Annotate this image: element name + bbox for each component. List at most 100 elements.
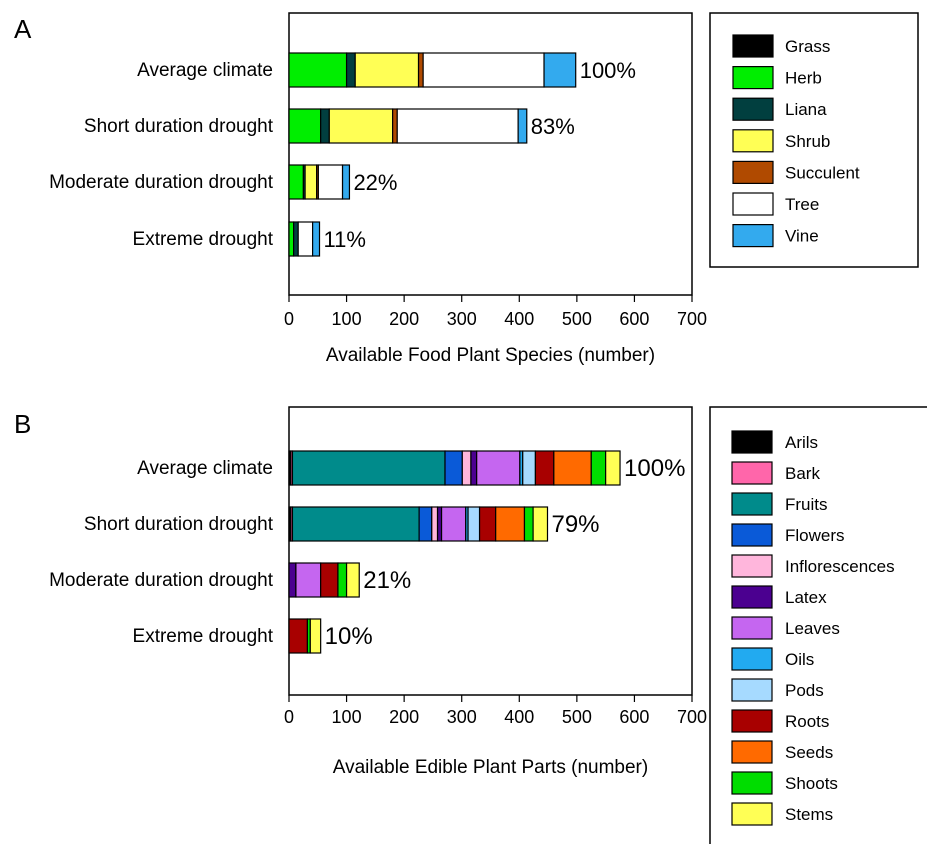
legend-label: Fruits [785,495,828,514]
legend-swatch [731,523,773,547]
bar-segment [396,108,519,144]
legend-swatch [731,678,773,702]
legend-label: Tree [785,195,819,214]
x-tick-label: 100 [332,309,362,329]
legend-swatch [732,34,774,58]
panel-b: B Average climate 100% Short duration droug… [14,406,927,844]
x-tick-label: 400 [504,707,534,727]
x-tick-label: 200 [389,309,419,329]
bar-segment [553,450,592,486]
bar-segment [291,450,446,486]
x-tick-label: 200 [389,707,419,727]
bar-segment [436,506,443,542]
bar-group [288,618,322,654]
bar-segment [467,506,481,542]
legend-label: Roots [785,712,829,731]
bar-segment [543,52,577,88]
plot-frame-a [288,12,693,296]
bar-segment [312,221,321,257]
x-tick-label: 700 [677,707,707,727]
legend-swatch [731,430,773,454]
bar-group [288,52,577,88]
bar-segment [304,164,318,200]
bar-segment [470,450,478,486]
legend-swatch [731,492,773,516]
bar-segment [354,52,420,88]
bar-segment [288,108,322,144]
bar-segment [392,108,398,144]
bar-segment [320,562,339,598]
bar-group [288,506,549,542]
legend-label: Arils [785,433,818,452]
bar-group [288,221,321,257]
category-label: Average climate [137,458,273,479]
legend-label: Shoots [785,774,838,793]
legend-swatch [731,709,773,733]
bar-segment [309,618,322,654]
percent-label: 22% [353,170,397,195]
bar-segment [320,108,330,144]
legend-swatch [731,802,773,826]
bar-segment [517,108,528,144]
bar-group [288,562,360,598]
x-tick-label: 500 [562,309,592,329]
bar-segment [417,52,424,88]
x-axis-title: Available Edible Plant Parts (number) [333,757,648,778]
bar-segment [461,450,472,486]
x-tick-label: 0 [284,309,294,329]
category-label: Moderate duration drought [49,172,274,193]
bar-segment [337,562,348,598]
bar-group [288,108,528,144]
legend-swatch [732,97,774,121]
legend-swatch [731,616,773,640]
bar-segment [590,450,607,486]
percent-label: 83% [531,114,575,139]
legend-label: Latex [785,588,827,607]
bar-segment [522,450,537,486]
legend-b: Arils Bark Fruits Flowers Inflorescences Late… [709,406,927,844]
category-label: Short duration drought [84,116,274,137]
bar-segment [295,562,322,598]
legend-label: Grass [785,37,830,56]
bar-segment [605,450,621,486]
x-tick-label: 300 [447,707,477,727]
bar-segment [444,450,463,486]
bar-segment [495,506,526,542]
bar-segment [431,506,439,542]
category-label: Average climate [137,60,273,81]
x-tick-label: 300 [447,309,477,329]
legend-swatch [731,461,773,485]
bar-segment [288,52,348,88]
legend-label: Herb [785,69,822,88]
legend-label: Liana [785,100,827,119]
percent-label: 100% [624,455,685,482]
bar-segment [341,164,351,200]
panel-letter-a: A [14,14,32,44]
legend-swatch [732,192,774,216]
plot-frame-b [288,406,693,696]
legend-swatch [732,160,774,184]
x-tick-label: 400 [504,309,534,329]
x-tick-label: 600 [619,707,649,727]
bar-segment [291,506,420,542]
legend-a: Grass Herb Liana Shrub Succulent Tree Vine [709,12,919,268]
bar-segment [422,52,545,88]
legend-label: Seeds [785,743,833,762]
legend-swatch [731,771,773,795]
category-label: Short duration drought [84,514,274,535]
bar-group [288,164,351,200]
legend-label: Bark [785,464,820,483]
bar-segment [532,506,549,542]
bar-segment [534,450,555,486]
percent-label: 21% [363,567,411,594]
bar-segment [440,506,467,542]
x-tick-label: 600 [619,309,649,329]
bar-segment [523,506,534,542]
legend-swatch [731,647,773,671]
bar-segment [288,164,304,200]
bar-segment [328,108,394,144]
bar-segment [288,562,297,598]
x-tick-label: 700 [677,309,707,329]
x-tick-label: 100 [332,707,362,727]
